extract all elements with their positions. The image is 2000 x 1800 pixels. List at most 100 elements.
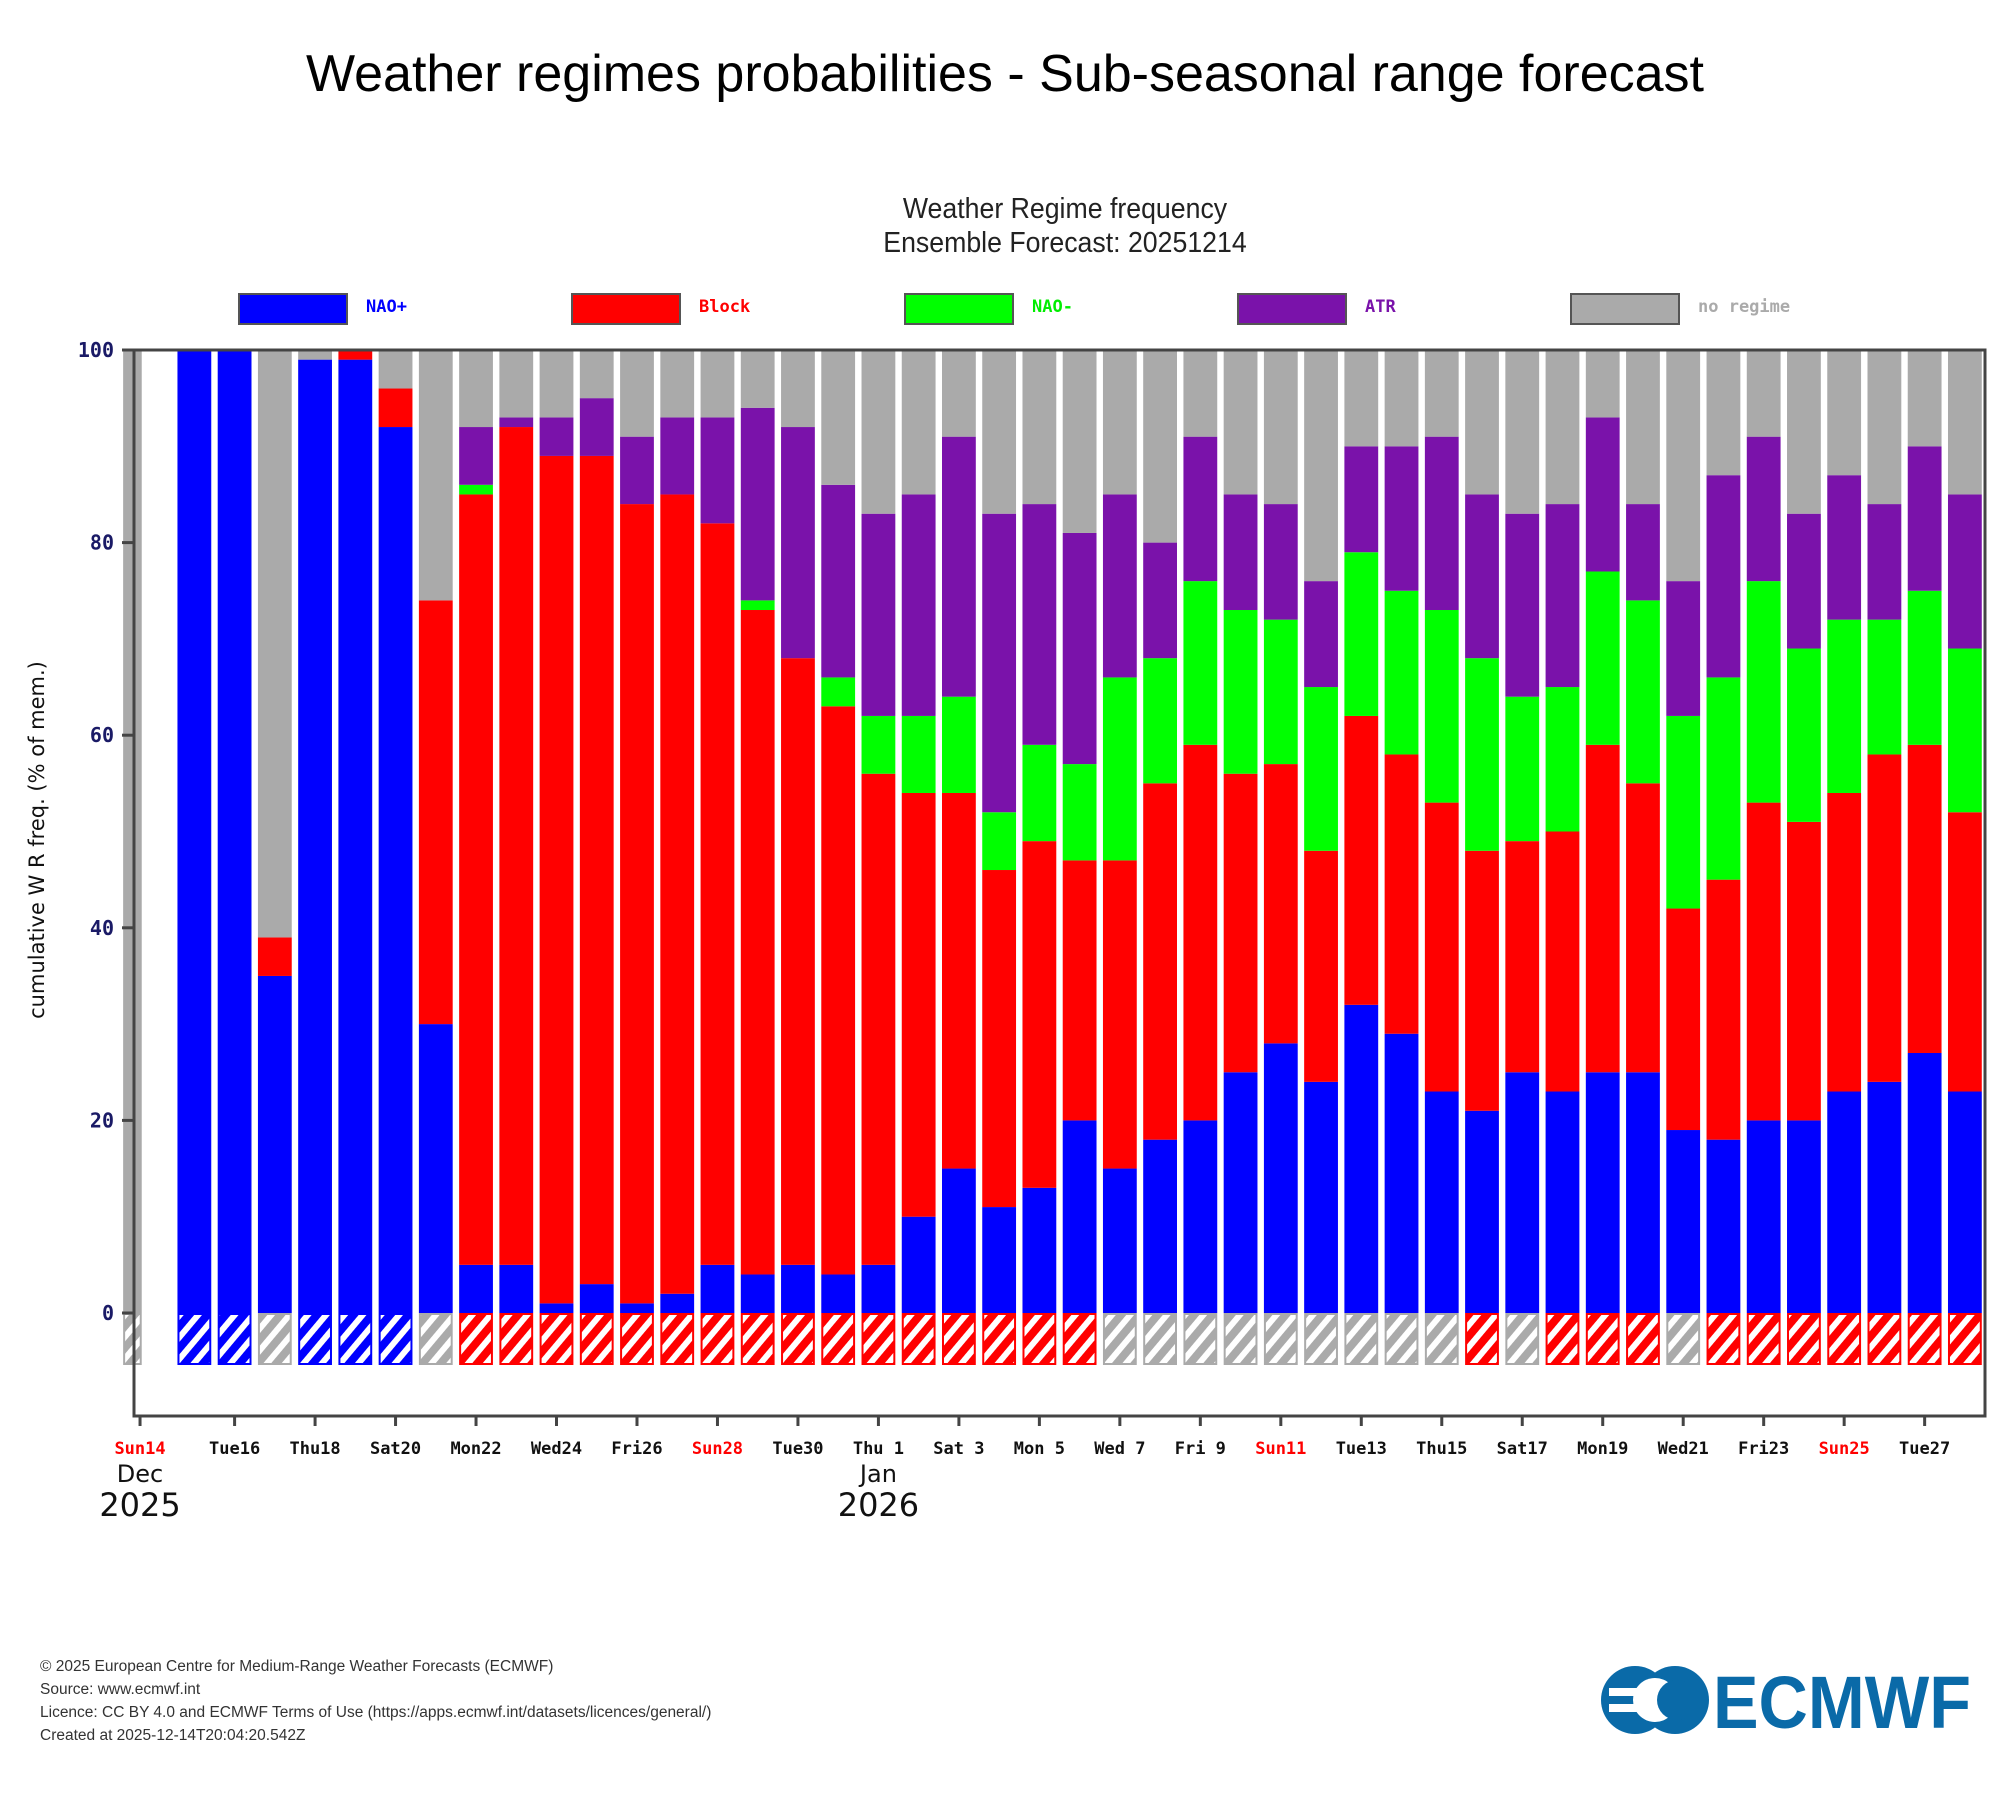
bar-segment-atr: [660, 417, 695, 495]
bar-segment-nao-: [861, 1264, 896, 1313]
bar-segment-block: [1062, 860, 1097, 1121]
bar-segment-no-regime: [1263, 350, 1298, 505]
bar-segment-atr: [1102, 494, 1137, 678]
bar-segment-block: [257, 937, 292, 976]
bar-segment-nao-: [1102, 1168, 1137, 1313]
x-month-label: Dec: [117, 1460, 163, 1488]
bar-segment-block: [1947, 812, 1982, 1092]
bar-stack: [1545, 350, 1580, 1313]
bar-stack: [1585, 350, 1620, 1313]
bar-segment-no-regime: [1384, 350, 1419, 447]
bar-segment-block: [1143, 783, 1177, 1140]
bar-segment-nao-: [1907, 1052, 1942, 1313]
bar-segment-nao-: [338, 359, 373, 1313]
chart-title: Weather Regime frequency Ensemble Foreca…: [85, 192, 2000, 260]
bar-segment-block: [1585, 744, 1620, 1073]
bar-segment-block: [378, 388, 413, 428]
bar-segment-nao-: [378, 427, 413, 1313]
bar-segment-no-regime: [1344, 350, 1379, 447]
bar-segment-atr: [1223, 494, 1258, 611]
bar-segment-no-regime: [579, 350, 614, 399]
bar-segment-nao-: [1746, 581, 1781, 803]
bar-segment-block: [942, 792, 976, 1169]
bar-segment-no-regime: [861, 350, 896, 514]
x-tick-label: Mon22: [450, 1439, 501, 1459]
bar-stack: [700, 350, 735, 1313]
bar-stack: [1022, 350, 1057, 1313]
bar-stack: [982, 350, 1017, 1313]
x-tick-label: Sun25: [1819, 1439, 1870, 1459]
bar-segment-no-regime: [740, 350, 775, 408]
dominant-regime-marker: [1867, 1313, 1902, 1365]
bar-stack: [123, 350, 142, 1313]
dominant-regime-marker: [579, 1313, 614, 1365]
bar-segment-nao-: [459, 484, 493, 495]
bar-segment-atr: [1062, 532, 1097, 765]
dominant-regime-marker: [378, 1313, 413, 1365]
bar-segment-atr: [1746, 436, 1781, 582]
bar-segment-nao-: [298, 359, 332, 1313]
x-tick-label: Mon19: [1577, 1439, 1628, 1459]
dominant-regime-marker: [1223, 1313, 1258, 1365]
legend-label: NAO-: [1032, 297, 1073, 317]
bar-segment-block: [499, 427, 534, 1265]
bar-segment-block: [821, 706, 856, 1275]
bar-segment-atr: [1585, 417, 1620, 572]
bar-stack: [1706, 350, 1741, 1313]
bar-segment-nao-: [1424, 1091, 1459, 1313]
bar-segment-block: [861, 773, 896, 1265]
bar-segment-no-regime: [123, 350, 142, 1313]
bar-segment-nao-: [1907, 590, 1942, 745]
bar-segment-no-regime: [1062, 350, 1097, 533]
bar-segment-atr: [1183, 436, 1218, 582]
ecmwf-logo-text: ECMWF: [1713, 1661, 1971, 1740]
bar-segment-atr: [1827, 475, 1862, 620]
bar-segment-no-regime: [298, 350, 332, 360]
bar-segment-no-regime: [1787, 350, 1821, 514]
bar-segment-nao-: [620, 1303, 654, 1313]
bar-stack: [1143, 350, 1177, 1313]
bar-segment-block: [1787, 821, 1821, 1121]
bar-segment-nao-: [1022, 744, 1057, 842]
bar-segment-nao-: [1344, 1004, 1379, 1313]
bar-stack: [217, 350, 252, 1313]
footer-created: Created at 2025-12-14T20:04:20.542Z: [40, 1727, 306, 1744]
dominant-regime-marker: [1787, 1313, 1821, 1365]
bar-segment-nao-: [1465, 658, 1499, 851]
bar-segment-block: [1344, 715, 1379, 1005]
bar-segment-nao-: [579, 1284, 614, 1313]
x-year-label: 2026: [838, 1486, 919, 1524]
bar-stack: [579, 350, 614, 1313]
bar-segment-nao-: [1183, 581, 1218, 745]
dominant-regime-marker: [1102, 1313, 1137, 1365]
bar-segment-atr: [1867, 504, 1902, 620]
dominant-regime-marker: [298, 1313, 332, 1365]
bar-segment-nao-: [660, 1293, 695, 1313]
bar-segment-nao-: [901, 715, 936, 793]
bar-segment-nao-: [1626, 1072, 1660, 1313]
bar-segment-atr: [1344, 446, 1379, 553]
x-tick-label: Sat 3: [933, 1439, 984, 1459]
bar-segment-nao-: [539, 1303, 574, 1313]
bar-stack: [298, 350, 332, 1313]
bar-segment-no-regime: [1746, 350, 1781, 437]
dominant-regime-marker: [338, 1313, 373, 1365]
bar-segment-atr: [1143, 542, 1177, 659]
bar-segment-atr: [1787, 513, 1821, 649]
bar-segment-atr: [982, 513, 1017, 813]
bar-segment-block: [1424, 802, 1459, 1092]
dominant-regime-marker: [740, 1313, 775, 1365]
x-tick-label: Fri23: [1738, 1439, 1789, 1459]
bar-stack: [740, 350, 775, 1313]
bars-group: [123, 350, 1982, 1313]
bar-stack: [821, 350, 856, 1313]
bar-segment-nao-: [1022, 1187, 1057, 1313]
bar-segment-no-regime: [1183, 350, 1218, 437]
bar-segment-block: [539, 455, 574, 1304]
bar-stack: [1465, 350, 1499, 1313]
bar-segment-no-regime: [459, 350, 493, 428]
bar-segment-nao-: [821, 677, 856, 707]
bar-stack: [1787, 350, 1821, 1313]
dominant-regime-marker: [1585, 1313, 1620, 1365]
bar-segment-atr: [620, 436, 654, 505]
